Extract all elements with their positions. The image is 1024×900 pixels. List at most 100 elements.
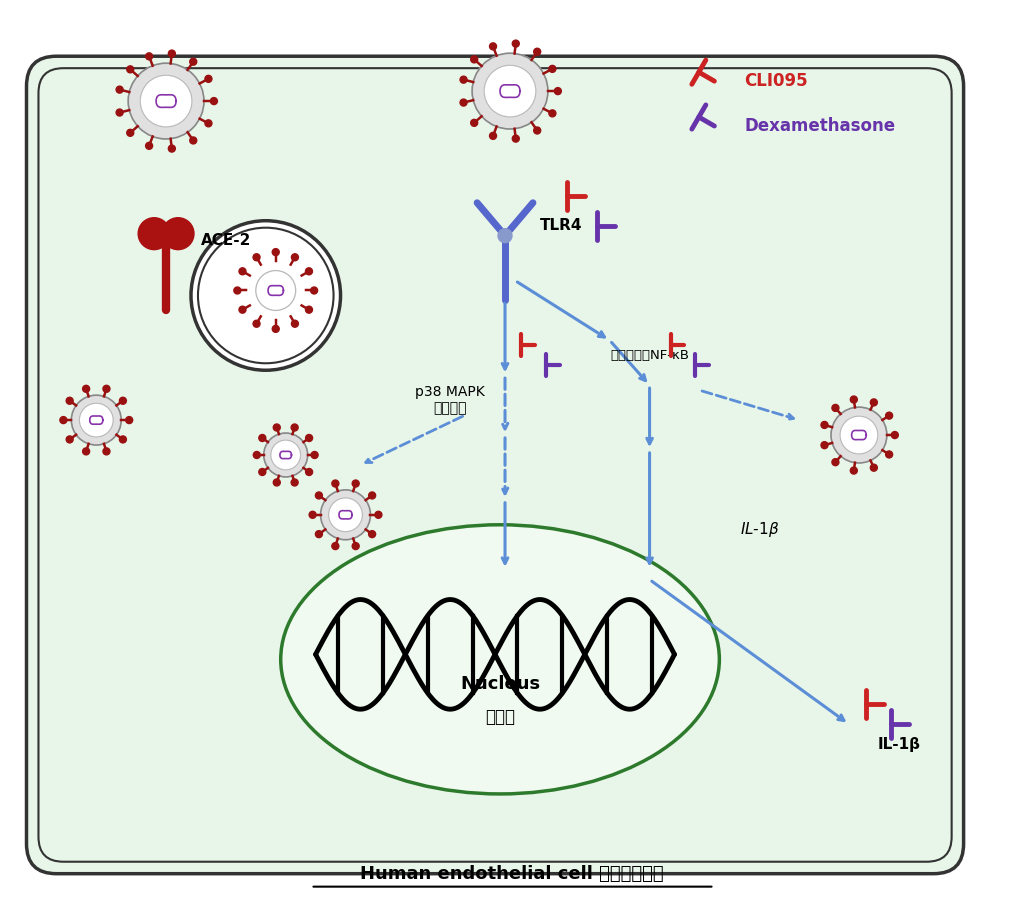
- Circle shape: [272, 248, 280, 256]
- Circle shape: [484, 65, 536, 117]
- Circle shape: [471, 120, 477, 126]
- Circle shape: [305, 306, 312, 313]
- Circle shape: [305, 268, 312, 274]
- Circle shape: [256, 271, 296, 310]
- Circle shape: [239, 306, 246, 313]
- Circle shape: [273, 479, 281, 486]
- Circle shape: [83, 385, 90, 392]
- Circle shape: [512, 40, 519, 47]
- Circle shape: [460, 76, 467, 83]
- Circle shape: [127, 66, 134, 73]
- Text: IL-1β: IL-1β: [878, 736, 921, 752]
- Circle shape: [233, 287, 241, 294]
- Text: CLI095: CLI095: [744, 72, 808, 90]
- Circle shape: [103, 448, 110, 454]
- Circle shape: [116, 86, 123, 93]
- Circle shape: [128, 63, 204, 139]
- Circle shape: [126, 417, 133, 424]
- Circle shape: [103, 385, 110, 392]
- Circle shape: [272, 326, 280, 332]
- Circle shape: [821, 421, 828, 428]
- Circle shape: [310, 287, 317, 294]
- Circle shape: [67, 397, 73, 404]
- Circle shape: [116, 109, 123, 116]
- Text: TLR4: TLR4: [540, 218, 583, 233]
- Circle shape: [311, 452, 318, 458]
- Circle shape: [189, 58, 197, 65]
- Circle shape: [471, 56, 477, 63]
- Circle shape: [305, 469, 312, 475]
- Circle shape: [315, 492, 323, 499]
- Circle shape: [127, 130, 134, 136]
- Circle shape: [291, 424, 298, 431]
- Circle shape: [891, 432, 898, 438]
- Circle shape: [886, 412, 893, 419]
- Circle shape: [79, 403, 114, 437]
- Circle shape: [369, 531, 376, 537]
- Circle shape: [512, 135, 519, 142]
- Circle shape: [120, 397, 126, 404]
- Circle shape: [534, 49, 541, 55]
- Circle shape: [211, 97, 217, 104]
- Circle shape: [821, 442, 828, 448]
- Circle shape: [534, 127, 541, 134]
- Circle shape: [140, 76, 191, 127]
- Circle shape: [145, 142, 153, 149]
- Text: Nucleus: Nucleus: [460, 675, 540, 693]
- Circle shape: [205, 76, 212, 82]
- Circle shape: [460, 99, 467, 106]
- Circle shape: [489, 43, 497, 50]
- Circle shape: [554, 87, 561, 94]
- Circle shape: [850, 396, 857, 403]
- Circle shape: [253, 254, 260, 261]
- Text: Dexamethasone: Dexamethasone: [744, 117, 895, 135]
- Circle shape: [498, 229, 512, 243]
- Circle shape: [59, 417, 67, 424]
- Circle shape: [886, 451, 893, 458]
- Circle shape: [270, 440, 301, 470]
- Ellipse shape: [281, 525, 719, 794]
- Circle shape: [870, 399, 878, 406]
- Circle shape: [489, 132, 497, 140]
- Text: p38 MAPK
信號路徑: p38 MAPK 信號路徑: [416, 385, 485, 415]
- Circle shape: [168, 145, 175, 152]
- FancyBboxPatch shape: [27, 56, 964, 874]
- Circle shape: [850, 467, 857, 474]
- Circle shape: [67, 436, 73, 443]
- Circle shape: [309, 511, 316, 518]
- Circle shape: [264, 433, 307, 477]
- Text: ACE-2: ACE-2: [201, 233, 251, 248]
- Circle shape: [253, 320, 260, 328]
- Circle shape: [246, 261, 305, 320]
- Circle shape: [831, 404, 839, 411]
- Circle shape: [831, 407, 887, 463]
- Text: Human endothelial cell 人體內皮細胞: Human endothelial cell 人體內皮細胞: [360, 865, 664, 883]
- Circle shape: [83, 448, 90, 454]
- Circle shape: [369, 492, 376, 499]
- Circle shape: [162, 218, 194, 249]
- Circle shape: [239, 268, 246, 274]
- Circle shape: [870, 464, 878, 472]
- Circle shape: [168, 50, 175, 57]
- Circle shape: [332, 543, 339, 550]
- Circle shape: [138, 218, 170, 249]
- Circle shape: [352, 543, 359, 550]
- Circle shape: [332, 480, 339, 487]
- Circle shape: [305, 435, 312, 442]
- Circle shape: [292, 320, 298, 328]
- Circle shape: [549, 110, 556, 117]
- Circle shape: [72, 395, 121, 445]
- Circle shape: [191, 220, 341, 370]
- Circle shape: [259, 469, 266, 475]
- Circle shape: [840, 416, 878, 454]
- Circle shape: [321, 490, 371, 540]
- Circle shape: [831, 459, 839, 465]
- Text: 核轉錄因子NF-κB: 核轉錄因子NF-κB: [610, 349, 689, 362]
- Circle shape: [273, 424, 281, 431]
- Circle shape: [259, 435, 266, 442]
- Text: 原子核: 原子核: [485, 708, 515, 726]
- Circle shape: [329, 498, 362, 532]
- Circle shape: [120, 436, 126, 443]
- Circle shape: [189, 137, 197, 144]
- Circle shape: [253, 452, 260, 458]
